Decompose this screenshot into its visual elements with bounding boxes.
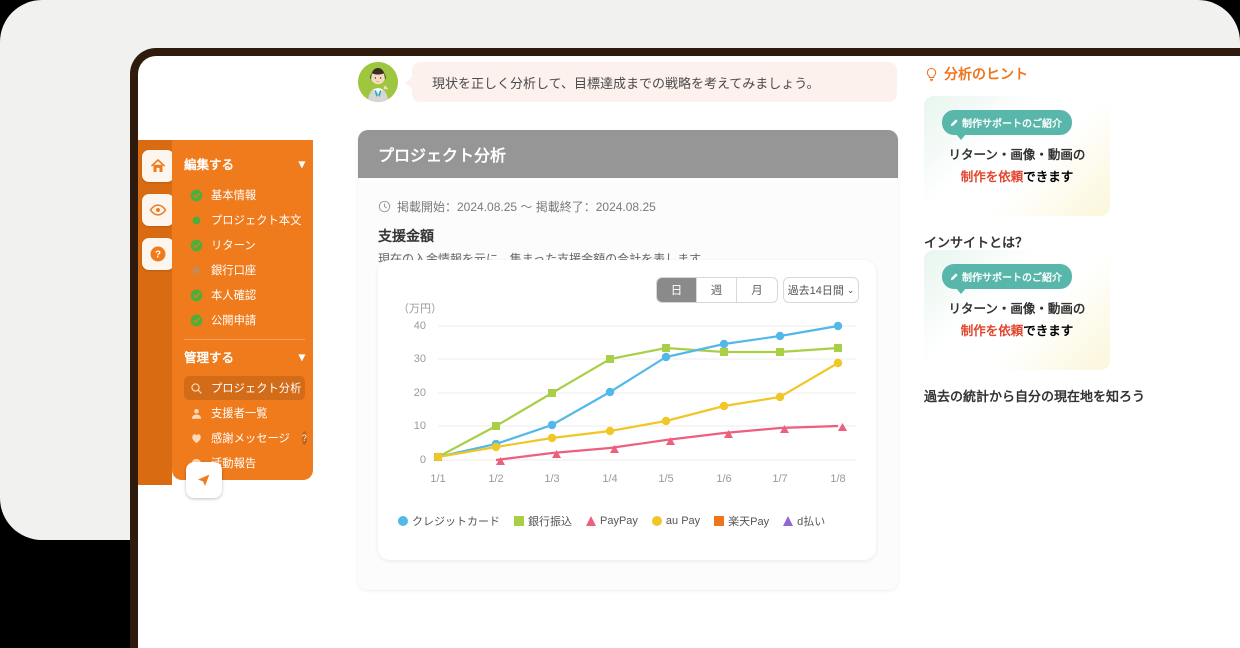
svg-text:30: 30 xyxy=(414,353,426,365)
svg-text:1/7: 1/7 xyxy=(772,473,787,485)
svg-text:1/1: 1/1 xyxy=(430,473,445,485)
svg-text:1/5: 1/5 xyxy=(658,473,673,485)
svg-text:1/2: 1/2 xyxy=(488,473,503,485)
svg-text:10: 10 xyxy=(414,420,426,432)
svg-text:?: ? xyxy=(155,249,161,260)
svg-text:1/4: 1/4 xyxy=(602,473,617,485)
svg-text:40: 40 xyxy=(414,320,426,332)
svg-text:1/8: 1/8 xyxy=(830,473,845,485)
svg-text:20: 20 xyxy=(414,387,426,399)
svg-text:1/6: 1/6 xyxy=(716,473,731,485)
svg-text:0: 0 xyxy=(420,454,426,466)
svg-text:1/3: 1/3 xyxy=(544,473,559,485)
